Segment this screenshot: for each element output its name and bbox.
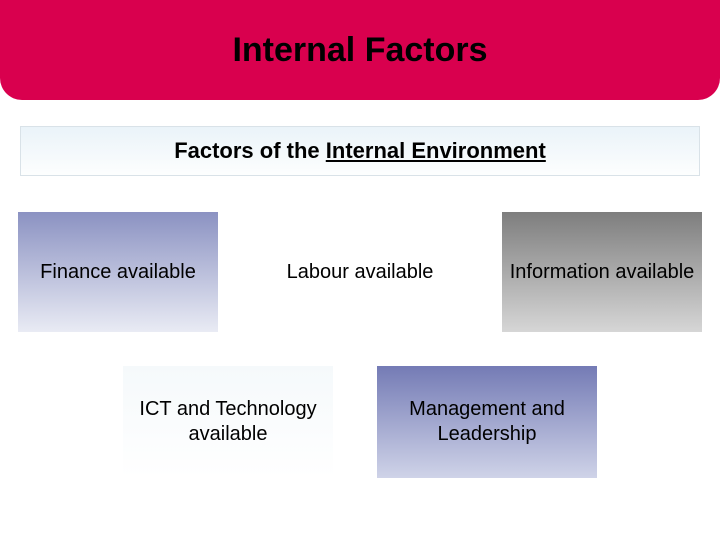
card-label: Information available <box>510 260 695 285</box>
header-bar: Internal Factors <box>0 0 720 100</box>
card-labour: Labour available <box>260 212 460 332</box>
page-title: Internal Factors <box>232 31 487 70</box>
card-label: Management and Leadership <box>377 397 597 447</box>
card-ict: ICT and Technology available <box>123 366 333 478</box>
subtitle-prefix: Factors of the <box>174 138 326 163</box>
cards-row-2: ICT and Technology available Management … <box>0 366 720 478</box>
card-label: ICT and Technology available <box>123 397 333 447</box>
subtitle-text: Factors of the Internal Environment <box>174 138 546 164</box>
card-label: Finance available <box>40 260 196 285</box>
card-information: Information available <box>502 212 702 332</box>
card-management: Management and Leadership <box>377 366 597 478</box>
card-label: Labour available <box>287 260 434 285</box>
cards-row-1: Finance available Labour available Infor… <box>0 212 720 332</box>
subtitle-underlined: Internal Environment <box>326 138 546 163</box>
card-finance: Finance available <box>18 212 218 332</box>
subtitle-bar: Factors of the Internal Environment <box>20 126 700 176</box>
